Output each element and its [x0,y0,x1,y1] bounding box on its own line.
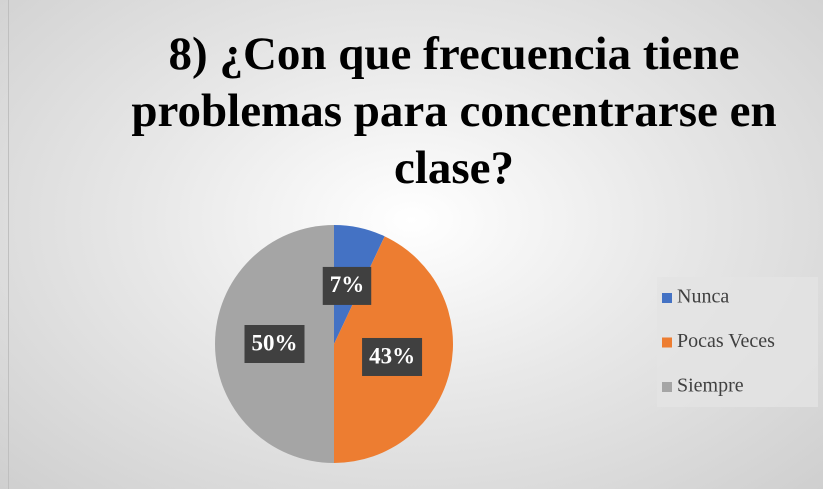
data-label: 50% [252,330,298,355]
legend-label: Nunca [677,286,729,308]
legend-marker [662,382,672,392]
legend-marker [662,337,672,348]
data-label: 7% [330,272,365,297]
chart-frame [8,0,823,489]
legend-label: Pocas Veces [677,330,775,352]
data-label-box [244,325,305,363]
data-label-box [362,337,423,376]
legend-label: Siempre [677,375,744,397]
legend-box [657,277,818,407]
legend-marker [662,293,672,303]
data-label-box [322,266,372,305]
data-label: 43% [369,343,415,368]
chart-title: 8) ¿Con que frecuencia tiene problemas p… [131,28,777,194]
